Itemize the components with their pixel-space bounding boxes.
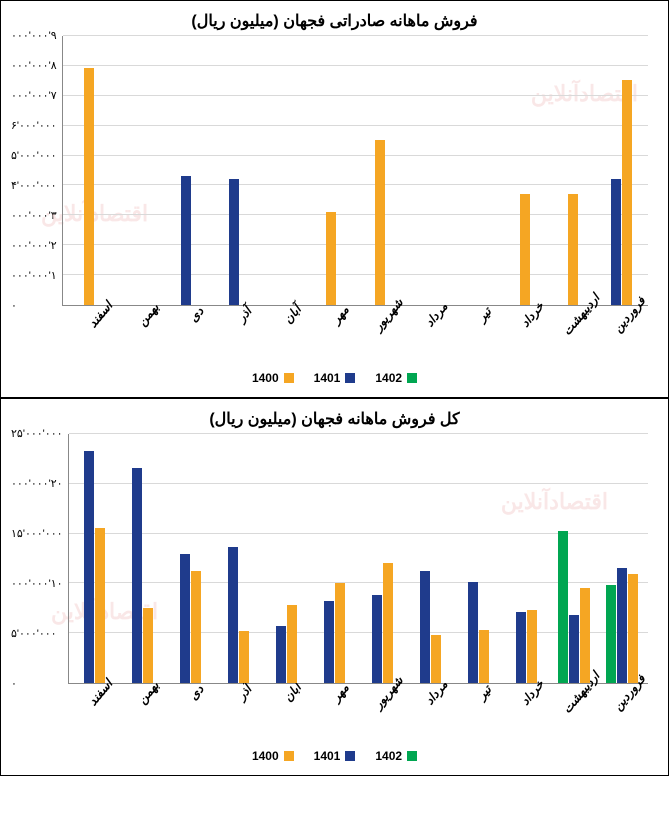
- month-group: [310, 434, 358, 683]
- month-group: [358, 434, 406, 683]
- month-group: [550, 434, 598, 683]
- plot-wrap: ٠۵'٠٠٠'٠٠٠١٠'٠٠٠'٠٠٠١۵'٠٠٠'٠٠٠٢٠'٠٠٠'٠٠٠…: [1, 434, 668, 684]
- bar: [84, 68, 94, 305]
- legend-label: 1402: [375, 371, 402, 385]
- bar: [180, 554, 190, 683]
- legend-item: 1400: [252, 371, 294, 385]
- bar: [383, 563, 393, 683]
- bar: [479, 630, 489, 683]
- bar: [181, 176, 191, 305]
- month-group: [262, 434, 310, 683]
- bar: [628, 574, 638, 683]
- legend-label: 1401: [314, 749, 341, 763]
- legend-swatch: [407, 751, 417, 761]
- month-group: [598, 434, 646, 683]
- month-group: [65, 36, 113, 305]
- bar: [375, 140, 385, 305]
- plot-area: [68, 434, 648, 684]
- legend-item: 1402: [375, 371, 417, 385]
- bars-row: [63, 36, 648, 305]
- bar: [95, 528, 105, 683]
- bar: [580, 588, 590, 683]
- month-group: [71, 434, 119, 683]
- bar: [527, 610, 537, 683]
- export-sales-chart-panel: اقتصادآنلاین اقتصادآنلاین فروش ماهانه صا…: [0, 0, 669, 398]
- x-axis: فروردیناردیبهشتخردادتیرمردادشهریورمهرآبا…: [1, 306, 668, 366]
- bar: [276, 626, 286, 683]
- month-group: [258, 36, 306, 305]
- bar: [420, 571, 430, 683]
- bar: [606, 585, 616, 683]
- bar: [520, 194, 530, 305]
- plot-wrap: ٠١'٠٠٠'٠٠٠٢'٠٠٠'٠٠٠٣'٠٠٠'٠٠٠۴'٠٠٠'٠٠٠۵'٠…: [1, 36, 668, 306]
- bar: [372, 595, 382, 683]
- legend-label: 1402: [375, 749, 402, 763]
- chart-title: کل فروش ماهانه فجهان (میلیون ریال): [1, 399, 668, 434]
- bar: [569, 615, 579, 683]
- bar: [143, 608, 153, 683]
- bar: [287, 605, 297, 683]
- bar: [516, 612, 526, 683]
- bar: [191, 571, 201, 683]
- bar: [239, 631, 249, 683]
- bar: [324, 601, 334, 683]
- month-group: [549, 36, 597, 305]
- month-group: [598, 36, 646, 305]
- bar: [617, 568, 627, 683]
- legend-item: 1401: [314, 749, 356, 763]
- month-group: [307, 36, 355, 305]
- month-group: [355, 36, 403, 305]
- bar: [326, 212, 336, 305]
- chart-title: فروش ماهانه صادراتی فجهان (میلیون ریال): [1, 1, 668, 36]
- total-sales-chart-panel: اقتصادآنلاین اقتصادآنلاین کل فروش ماهانه…: [0, 398, 669, 776]
- legend-label: 1400: [252, 749, 279, 763]
- legend-item: 1400: [252, 749, 294, 763]
- legend-label: 1400: [252, 371, 279, 385]
- month-group: [452, 36, 500, 305]
- x-axis: فروردیناردیبهشتخردادتیرمردادشهریورمهرآبا…: [1, 684, 668, 744]
- bar: [622, 80, 632, 305]
- month-group: [404, 36, 452, 305]
- month-group: [214, 434, 262, 683]
- bar: [132, 468, 142, 683]
- month-group: [166, 434, 214, 683]
- legend: 1402 1401 1400: [1, 366, 668, 397]
- legend-swatch: [345, 373, 355, 383]
- legend-item: 1401: [314, 371, 356, 385]
- bars-row: [69, 434, 648, 683]
- legend-swatch: [284, 751, 294, 761]
- bar: [611, 179, 621, 305]
- month-group: [113, 36, 161, 305]
- bar: [431, 635, 441, 683]
- bar: [229, 179, 239, 305]
- legend-item: 1402: [375, 749, 417, 763]
- bar: [558, 531, 568, 683]
- bar: [468, 582, 478, 683]
- legend-swatch: [284, 373, 294, 383]
- legend: 1402 1401 1400: [1, 744, 668, 775]
- legend-swatch: [407, 373, 417, 383]
- month-group: [210, 36, 258, 305]
- month-group: [501, 36, 549, 305]
- bar: [84, 451, 94, 683]
- month-group: [502, 434, 550, 683]
- month-group: [454, 434, 502, 683]
- y-axis: ٠١'٠٠٠'٠٠٠٢'٠٠٠'٠٠٠٣'٠٠٠'٠٠٠۴'٠٠٠'٠٠٠۵'٠…: [11, 36, 62, 306]
- bar: [335, 583, 345, 683]
- plot-area: [62, 36, 648, 306]
- legend-swatch: [345, 751, 355, 761]
- month-group: [118, 434, 166, 683]
- month-group: [162, 36, 210, 305]
- legend-label: 1401: [314, 371, 341, 385]
- month-group: [406, 434, 454, 683]
- bar: [568, 194, 578, 305]
- bar: [228, 547, 238, 683]
- y-axis: ٠۵'٠٠٠'٠٠٠١٠'٠٠٠'٠٠٠١۵'٠٠٠'٠٠٠٢٠'٠٠٠'٠٠٠…: [11, 434, 68, 684]
